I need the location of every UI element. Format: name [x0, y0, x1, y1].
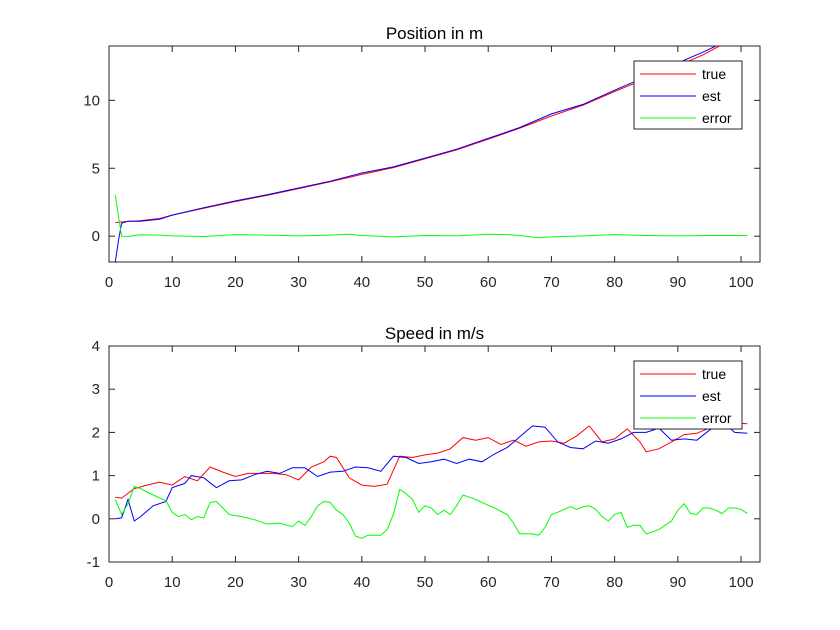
position-y-tick-label: 0: [92, 228, 100, 245]
position-x-tick-label: 50: [417, 274, 434, 291]
position-legend-label-est: est: [702, 88, 721, 104]
speed-chart-title: Speed in m/s: [385, 324, 484, 343]
position-x-tick-label: 20: [227, 274, 244, 291]
position-chart: Position in m 0 10 20 30 40 50 60 70 80 90 100 0 5 10 t…: [83, 24, 761, 291]
speed-legend-label-true: true: [702, 366, 726, 382]
position-x-tick-label: 70: [543, 274, 560, 291]
speed-x-tick-label: 100: [729, 574, 754, 591]
position-x-tick-label: 30: [290, 274, 307, 291]
speed-series-est: [115, 420, 748, 522]
position-legend-label-true: true: [702, 66, 726, 82]
speed-x-tick-label: 40: [353, 574, 370, 591]
position-x-tick-label: 40: [353, 274, 370, 291]
speed-x-tick-label: 20: [227, 574, 244, 591]
position-x-tick-label: 0: [105, 274, 113, 291]
position-plot-frame: [108, 45, 761, 263]
speed-y-tick-label: 1: [92, 468, 100, 485]
position-y-tick-label: 5: [92, 160, 100, 177]
speed-x-tick-label: 60: [480, 574, 497, 591]
speed-legend-label-est: est: [702, 388, 721, 404]
speed-series-error: [114, 485, 748, 539]
position-y-tick-label: 10: [83, 92, 100, 109]
speed-x-tick-label: 50: [417, 574, 434, 591]
position-x-tick-label: 90: [669, 274, 686, 291]
speed-y-tick-label: 2: [92, 424, 100, 441]
speed-x-tick-label: 0: [105, 574, 113, 591]
speed-x-tick-label: 90: [669, 574, 686, 591]
position-chart-title: Position in m: [386, 24, 483, 43]
position-series-est: [114, 46, 717, 262]
position-x-tick-label: 60: [480, 274, 497, 291]
position-series-error: [114, 195, 748, 239]
speed-legend-label-error: error: [702, 410, 732, 426]
speed-series-true: [115, 422, 748, 499]
speed-plot-frame: [108, 345, 761, 563]
speed-y-tick-label: 3: [92, 381, 100, 398]
position-legend-label-error: error: [702, 110, 732, 126]
position-x-tick-label: 10: [164, 274, 181, 291]
position-x-tick-label: 80: [606, 274, 623, 291]
speed-y-tick-label: -1: [87, 554, 100, 571]
speed-x-tick-label: 80: [606, 574, 623, 591]
speed-x-tick-label: 70: [543, 574, 560, 591]
speed-x-tick-label: 10: [164, 574, 181, 591]
speed-y-tick-label: 4: [92, 338, 100, 355]
speed-chart: Speed in m/s 0 10 20 30 40 50 60 70 80 90 100 -1 0 1 2 3…: [87, 324, 761, 591]
speed-x-tick-label: 30: [290, 574, 307, 591]
speed-y-tick-label: 0: [92, 511, 100, 528]
position-x-tick-label: 100: [729, 274, 754, 291]
